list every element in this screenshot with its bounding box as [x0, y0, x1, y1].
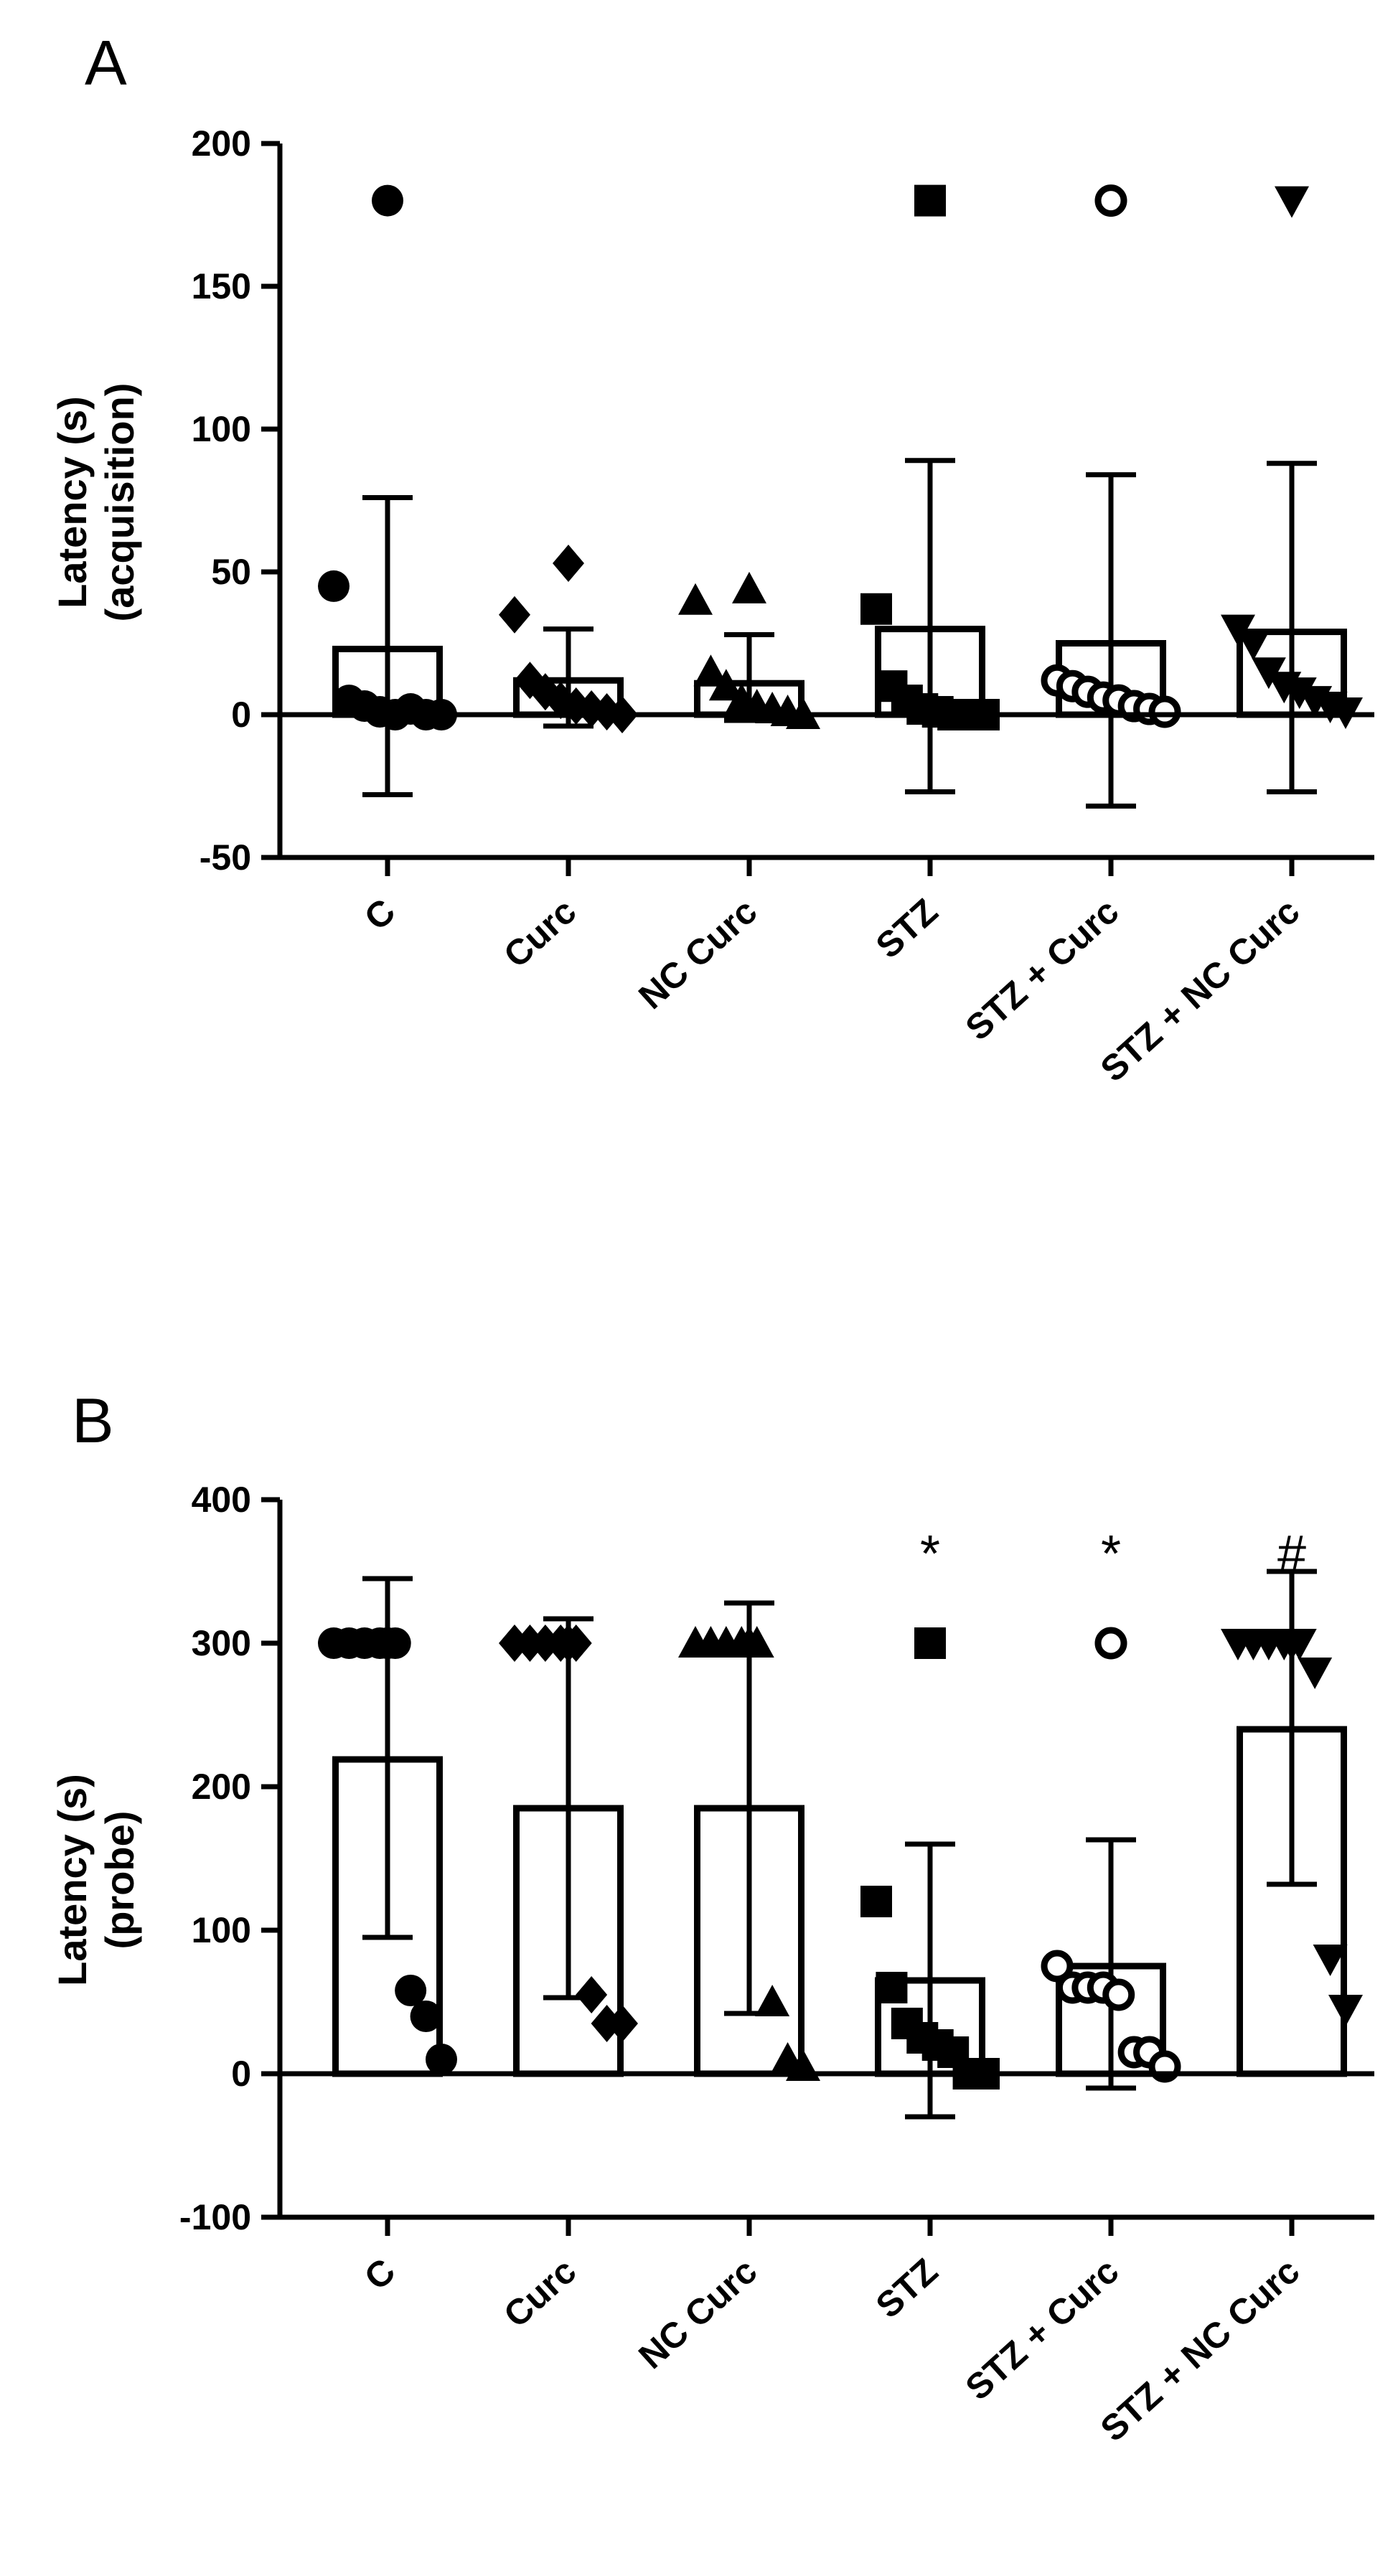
data-point — [1298, 1658, 1333, 1689]
y-tick-label: 100 — [192, 409, 251, 449]
y-tick-label: 300 — [192, 1623, 251, 1663]
panel-label-a: A — [85, 27, 127, 98]
bar-group — [1041, 1627, 1181, 2091]
data-point — [1148, 695, 1181, 728]
y-axis-title: (acquisition) — [97, 383, 142, 622]
bar-group — [318, 1576, 457, 2077]
data-point — [1328, 1995, 1363, 2026]
bar-group — [678, 1600, 820, 2081]
bar-group — [1221, 186, 1363, 794]
data-point — [732, 571, 766, 603]
data-point — [860, 593, 892, 625]
data-point — [1094, 1627, 1127, 1660]
data-point — [1102, 1978, 1135, 2011]
y-tick-label: 200 — [192, 123, 251, 164]
y-tick-label: 400 — [192, 1480, 251, 1520]
data-point — [395, 1975, 427, 2006]
y-tick-label: 0 — [231, 695, 251, 735]
bar-group — [860, 184, 1000, 794]
significance-mark: * — [920, 1526, 940, 1583]
data-point — [426, 2044, 457, 2075]
data-point — [499, 596, 530, 634]
data-point — [860, 1886, 892, 1917]
bar-group — [1041, 184, 1181, 809]
data-point — [379, 1627, 411, 1659]
data-point — [1313, 1945, 1348, 1976]
y-tick-label: 200 — [192, 1767, 251, 1807]
y-axis-title: Latency (s) — [50, 396, 95, 608]
y-tick-label: 100 — [192, 1910, 251, 1950]
y-tick-label: 50 — [211, 552, 251, 592]
bar-group — [499, 545, 638, 733]
data-point — [372, 184, 403, 217]
data-point — [553, 545, 584, 583]
data-point — [606, 2005, 638, 2042]
data-point — [914, 184, 946, 217]
data-point — [410, 2001, 442, 2032]
bar-group — [499, 1616, 638, 2077]
data-point — [739, 1626, 774, 1658]
y-tick-label: -50 — [200, 837, 251, 878]
data-point — [560, 1625, 592, 1662]
data-point — [876, 1972, 908, 2003]
bar-group — [318, 184, 457, 797]
data-point — [1236, 629, 1271, 661]
bar-group — [860, 1627, 1000, 2120]
data-point — [576, 1976, 608, 2013]
data-point — [1094, 184, 1127, 217]
significance-mark: * — [1101, 1526, 1121, 1583]
y-axis-title: (probe) — [97, 1811, 142, 1950]
data-point — [1282, 677, 1317, 710]
data-point — [1282, 1629, 1317, 1660]
panel-label-b: B — [72, 1385, 114, 1456]
significance-mark: # — [1277, 1526, 1306, 1583]
data-point — [1275, 186, 1309, 218]
data-point — [755, 1985, 790, 2016]
data-point — [1041, 1950, 1074, 1983]
data-point — [318, 570, 350, 602]
y-tick-label: 150 — [192, 266, 251, 306]
y-tick-label: -100 — [179, 2197, 251, 2237]
data-point — [708, 669, 743, 701]
y-axis-title: Latency (s) — [50, 1774, 95, 1986]
data-point — [693, 654, 728, 687]
y-tick-label: 0 — [231, 2054, 251, 2094]
data-point — [914, 1627, 946, 1659]
data-point — [678, 583, 713, 615]
